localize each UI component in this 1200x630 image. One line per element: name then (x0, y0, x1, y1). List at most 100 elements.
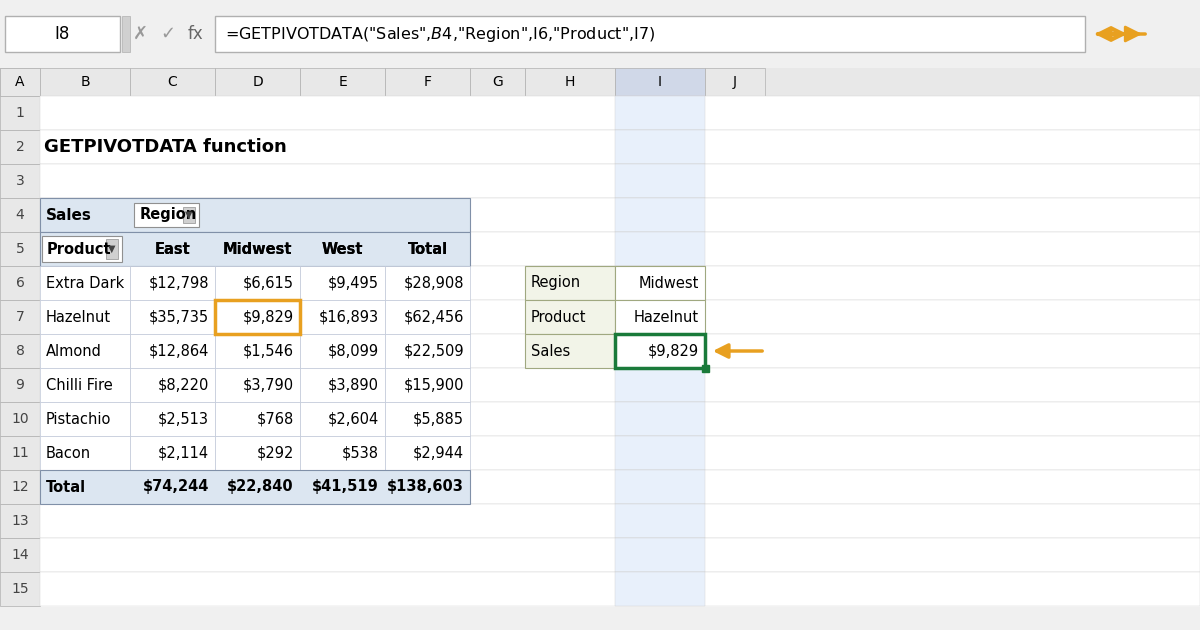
Text: =GETPIVOTDATA("Sales",$B$4,"Region",I6,"Product",I7): =GETPIVOTDATA("Sales",$B$4,"Region",I6,"… (226, 25, 655, 43)
Bar (616, 266, 706, 300)
Text: $5,885: $5,885 (413, 411, 464, 427)
Bar (40, 402, 1200, 436)
Bar (40, 96, 1200, 606)
Text: $6,615: $6,615 (242, 275, 294, 290)
Bar (385, 402, 470, 436)
Text: Hazelnut: Hazelnut (634, 309, 698, 324)
Text: 11: 11 (11, 446, 29, 460)
Text: $62,456: $62,456 (403, 309, 464, 324)
Bar (300, 266, 385, 300)
Bar (300, 68, 385, 96)
Text: $138,603: $138,603 (388, 479, 464, 495)
Bar (40, 164, 1200, 198)
Bar (215, 300, 300, 334)
Text: Midwest: Midwest (638, 275, 698, 290)
Text: $8,099: $8,099 (328, 343, 379, 358)
Text: $768: $768 (257, 411, 294, 427)
Bar (122, 16, 130, 52)
Bar (0, 504, 40, 538)
Text: E: E (338, 75, 347, 89)
Text: $22,509: $22,509 (403, 343, 464, 358)
Bar (40, 198, 470, 232)
Text: 4: 4 (16, 208, 24, 222)
Bar (130, 68, 215, 96)
Bar (40, 368, 1200, 402)
Bar (616, 572, 706, 606)
Text: Midwest: Midwest (223, 241, 293, 256)
Bar (0, 538, 40, 572)
Text: $15,900: $15,900 (403, 377, 464, 392)
Bar (385, 266, 470, 300)
Bar (215, 68, 300, 96)
Bar (616, 538, 706, 572)
Text: I: I (658, 75, 662, 89)
Bar (130, 436, 215, 470)
Text: ✓: ✓ (161, 25, 175, 43)
Bar (5, 16, 120, 52)
Bar (706, 68, 766, 96)
Bar (40, 470, 1200, 504)
Bar (130, 402, 215, 436)
Text: Region: Region (140, 207, 197, 222)
Bar (40, 334, 130, 368)
Bar (616, 130, 706, 164)
Bar (616, 436, 706, 470)
Bar (40, 300, 130, 334)
Text: C: C (168, 75, 178, 89)
Bar (0, 572, 40, 606)
Text: Extra Dark: Extra Dark (46, 275, 125, 290)
Text: Hazelnut: Hazelnut (46, 309, 112, 324)
Bar (130, 300, 215, 334)
Text: $9,495: $9,495 (328, 275, 379, 290)
Bar (616, 68, 706, 96)
Bar (300, 436, 385, 470)
Bar (40, 68, 130, 96)
Text: Midwest: Midwest (223, 241, 293, 256)
Bar (40, 368, 130, 402)
Text: $2,944: $2,944 (413, 445, 464, 461)
Bar (130, 368, 215, 402)
Text: F: F (424, 75, 432, 89)
Bar (42, 236, 122, 262)
Bar (702, 365, 708, 372)
Bar (40, 334, 1200, 368)
Bar (526, 68, 616, 96)
Bar (0, 300, 40, 334)
Bar (616, 300, 706, 334)
Bar (40, 402, 130, 436)
Bar (40, 130, 1200, 164)
Text: Chilli Fire: Chilli Fire (46, 377, 113, 392)
Bar (0, 164, 40, 198)
Bar (40, 96, 1200, 130)
Bar (0, 232, 40, 266)
Bar (130, 334, 215, 368)
Bar (616, 232, 706, 266)
Bar (526, 334, 616, 368)
Bar (616, 164, 706, 198)
Bar (40, 266, 130, 300)
Text: $35,735: $35,735 (149, 309, 209, 324)
Bar (616, 402, 706, 436)
Text: ✗: ✗ (132, 25, 148, 43)
Bar (106, 239, 118, 259)
Bar (300, 300, 385, 334)
Bar (526, 300, 616, 334)
Text: Pistachio: Pistachio (46, 411, 112, 427)
Text: Bacon: Bacon (46, 445, 91, 461)
Bar (0, 68, 40, 96)
Text: Region: Region (530, 275, 581, 290)
Text: fx: fx (188, 25, 204, 43)
Bar (40, 538, 1200, 572)
Text: $1,546: $1,546 (242, 343, 294, 358)
Bar (616, 300, 706, 334)
Bar (300, 334, 385, 368)
Bar (40, 436, 130, 470)
Text: 8: 8 (16, 344, 24, 358)
Text: $292: $292 (257, 445, 294, 461)
Bar (0, 130, 40, 164)
Text: I8: I8 (54, 25, 70, 43)
Text: ▼: ▼ (108, 244, 115, 254)
Text: 12: 12 (11, 480, 29, 494)
Text: Total: Total (46, 479, 86, 495)
Text: $74,244: $74,244 (143, 479, 209, 495)
